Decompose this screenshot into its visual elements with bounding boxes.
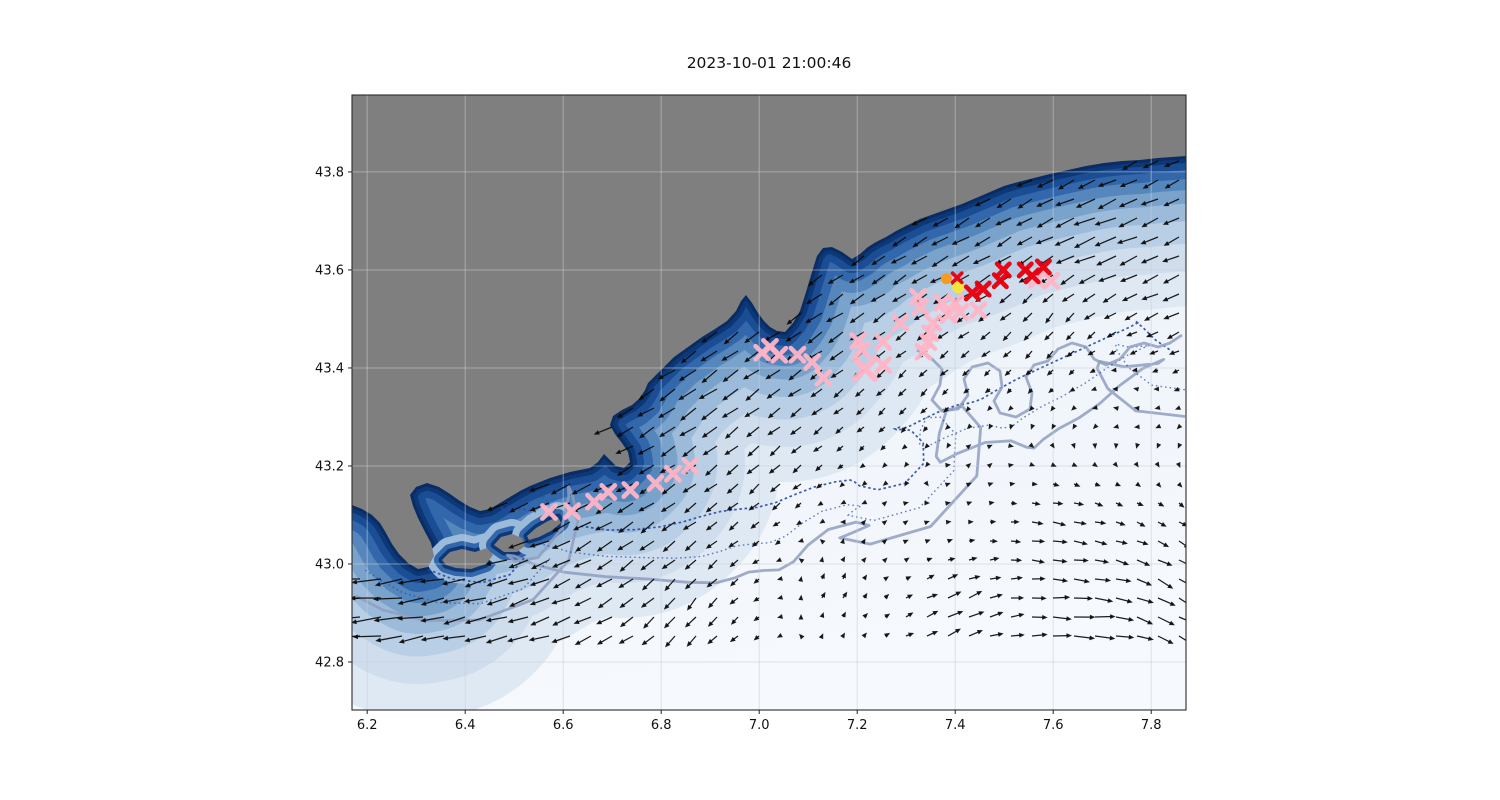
y-tick-label: 43.4 bbox=[315, 361, 344, 376]
x-marker bbox=[681, 457, 700, 475]
x-marker bbox=[849, 332, 868, 350]
x-marker bbox=[664, 464, 682, 483]
x-tick-label: 7.4 bbox=[945, 718, 966, 733]
axis-ticks: 6.2 6.4 6.6 6.8 7.0 7.2 7.4 7.6 7.8 43.8 43.6 43.4 4… bbox=[315, 165, 1162, 733]
y-tick-label: 43.6 bbox=[315, 263, 344, 278]
x-tick-label: 6.6 bbox=[553, 718, 574, 733]
x-tick-label: 6.4 bbox=[455, 718, 476, 733]
orange-dot-marker bbox=[940, 273, 952, 285]
x-marker bbox=[969, 301, 988, 320]
x-marker bbox=[994, 261, 1012, 279]
trajectory-markers bbox=[540, 258, 1061, 521]
x-marker bbox=[874, 356, 893, 374]
x-marker bbox=[1034, 258, 1052, 276]
plot-frame bbox=[351, 94, 1187, 711]
x-marker bbox=[974, 280, 992, 298]
x-tick-label: 7.0 bbox=[749, 718, 770, 733]
map-axes bbox=[351, 94, 1187, 711]
x-marker bbox=[951, 303, 970, 321]
x-marker bbox=[924, 313, 943, 332]
x-marker bbox=[803, 353, 822, 371]
x-marker bbox=[540, 503, 558, 521]
x-tick-label: 6.8 bbox=[651, 718, 672, 733]
y-tick-label: 42.8 bbox=[315, 655, 344, 670]
x-marker bbox=[646, 474, 665, 493]
x-marker bbox=[914, 342, 933, 361]
x-marker bbox=[770, 345, 789, 364]
x-tick-label: 7.8 bbox=[1141, 718, 1162, 733]
grid-lines bbox=[352, 95, 1186, 710]
y-tick-label: 43.8 bbox=[315, 165, 344, 180]
plot-title: 2023-10-01 21:00:46 bbox=[687, 54, 852, 72]
x-marker bbox=[1042, 271, 1061, 290]
x-marker bbox=[891, 313, 910, 332]
x-tick-label: 7.6 bbox=[1043, 718, 1064, 733]
x-marker bbox=[933, 293, 951, 312]
current-vector-field bbox=[352, 160, 1186, 648]
y-tick-label: 43.2 bbox=[315, 459, 344, 474]
x-marker bbox=[853, 340, 872, 359]
yellow-dot-marker bbox=[952, 281, 965, 294]
y-tick-label: 43.0 bbox=[315, 557, 344, 572]
x-marker bbox=[621, 481, 640, 499]
x-marker bbox=[599, 483, 618, 501]
x-marker bbox=[788, 345, 807, 364]
x-marker bbox=[814, 368, 833, 387]
x-marker bbox=[585, 492, 603, 511]
x-tick-label: 7.2 bbox=[847, 718, 868, 733]
x-marker bbox=[946, 293, 965, 312]
x-marker bbox=[911, 298, 930, 317]
x-marker bbox=[950, 271, 964, 285]
x-marker bbox=[563, 502, 581, 520]
x-marker bbox=[874, 333, 893, 351]
x-marker bbox=[852, 355, 879, 382]
x-tick-label: 6.2 bbox=[357, 718, 378, 733]
